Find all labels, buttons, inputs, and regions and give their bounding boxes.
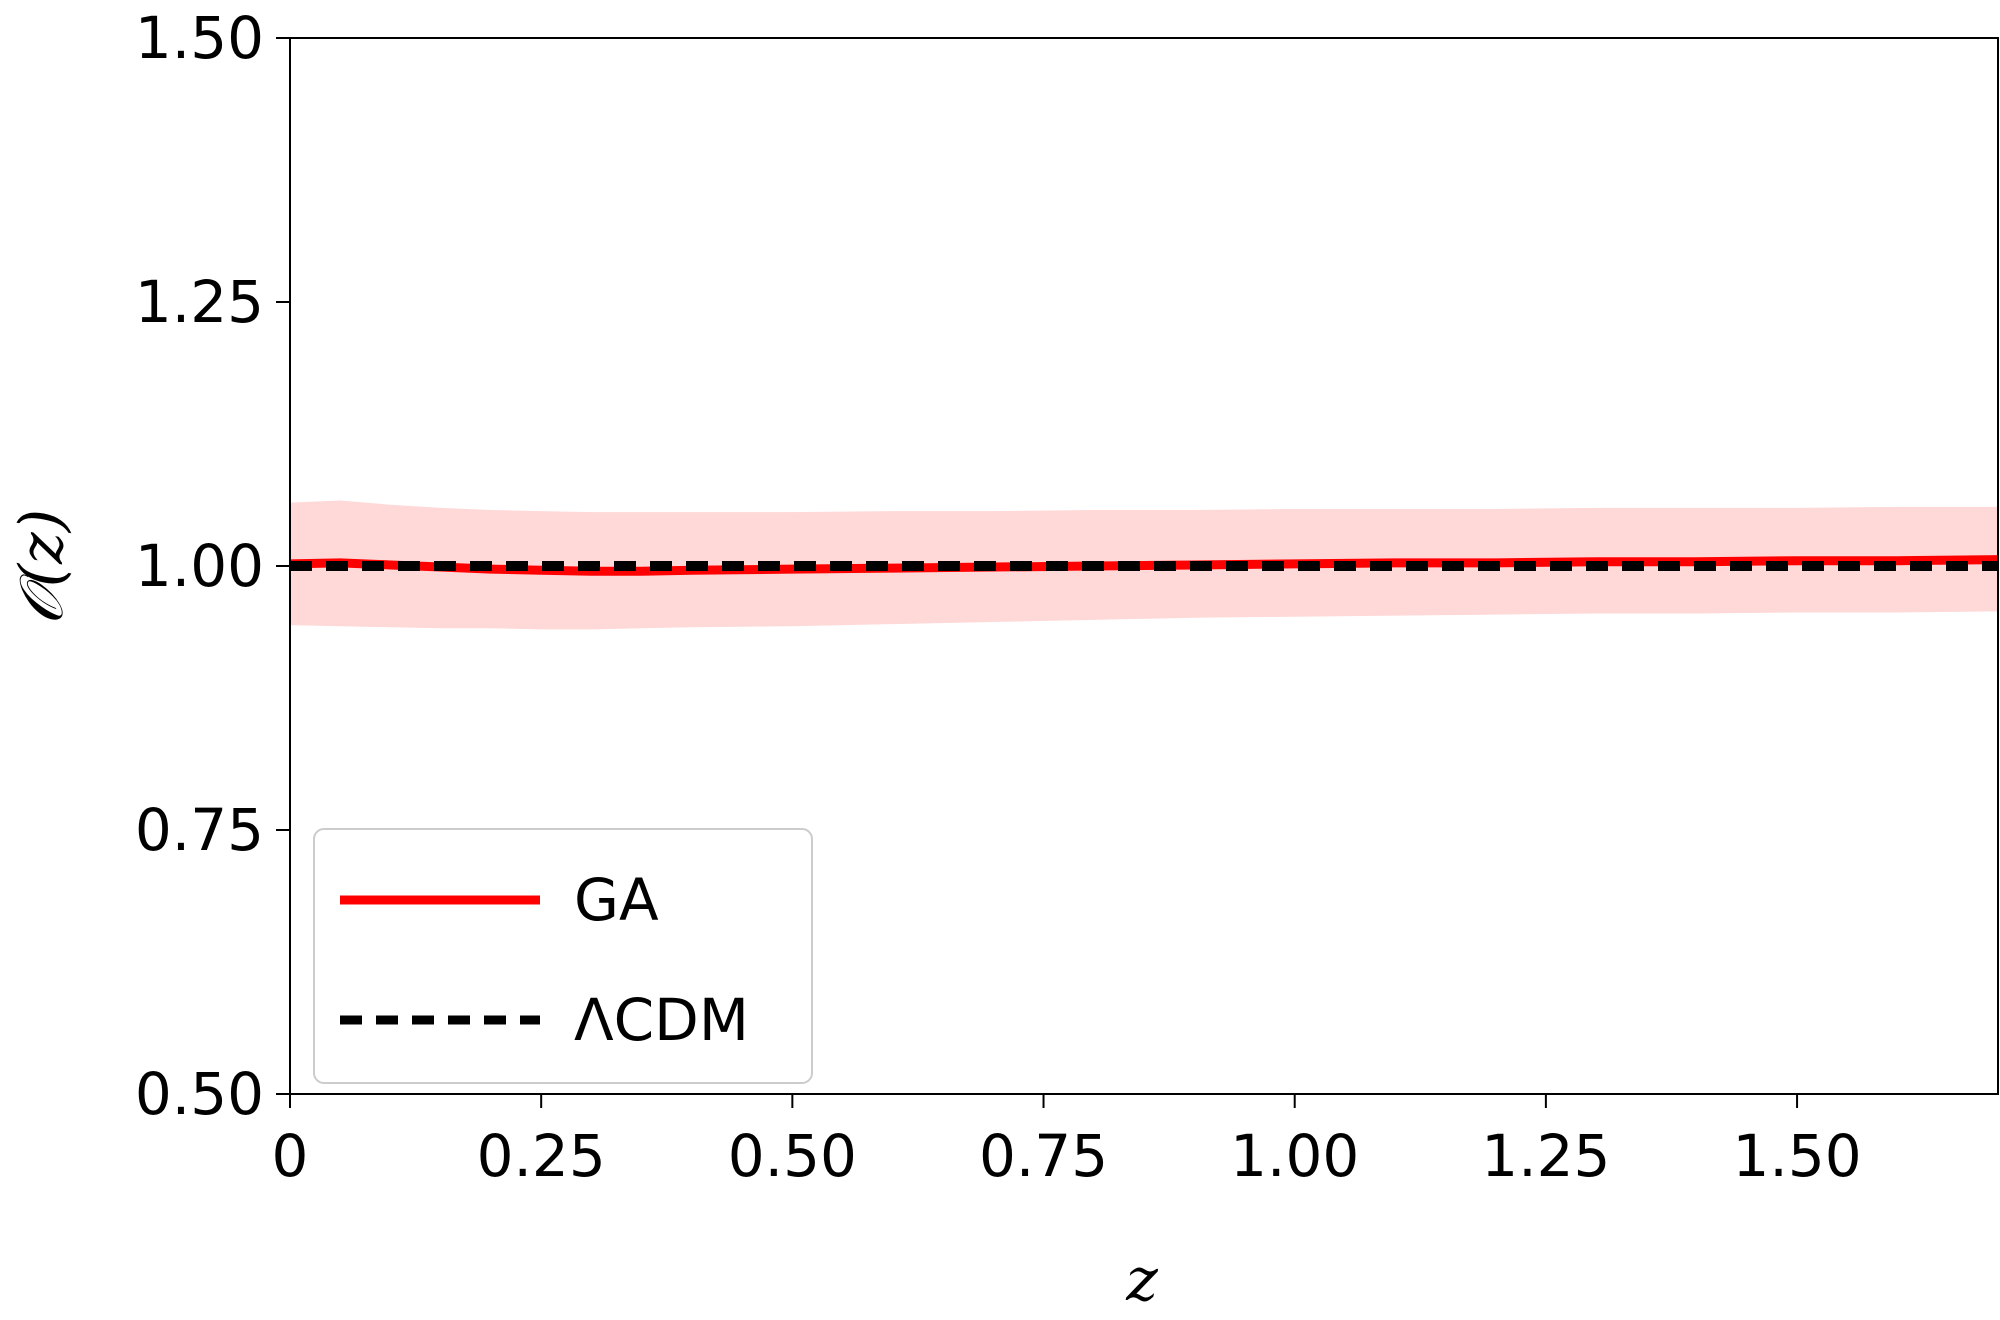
legend-label-ga: GA <box>574 866 659 934</box>
legend-label-lcdm: ΛCDM <box>574 986 749 1054</box>
x-tick-label: 0.75 <box>979 1122 1108 1190</box>
legend-box <box>313 828 813 1084</box>
y-tick-label: 1.00 <box>135 532 264 600</box>
y-tick-label: 0.75 <box>135 796 264 864</box>
x-tick-label: 1.50 <box>1732 1122 1861 1190</box>
legend: GA ΛCDM <box>313 828 813 1084</box>
x-tick-label: 0.50 <box>728 1122 857 1190</box>
series-layer <box>289 555 1999 576</box>
y-tick-label: 1.50 <box>135 4 264 72</box>
x-tick-label: 1.25 <box>1481 1122 1610 1190</box>
x-tick-label: 1.00 <box>1230 1122 1359 1190</box>
ticks-layer: 0 0.25 0.50 0.75 1.00 1.25 1.50 0.50 0.75 1.00 1.2… <box>135 4 1862 1190</box>
y-tick-label: 1.25 <box>135 268 264 336</box>
x-axis-label: z <box>1125 1245 1158 1315</box>
y-tick-label: 0.50 <box>135 1060 264 1128</box>
x-tick-label: 0 <box>272 1122 309 1190</box>
x-tick-label: 0.25 <box>477 1122 606 1190</box>
y-axis-label: 𝒪(z) <box>7 509 77 625</box>
